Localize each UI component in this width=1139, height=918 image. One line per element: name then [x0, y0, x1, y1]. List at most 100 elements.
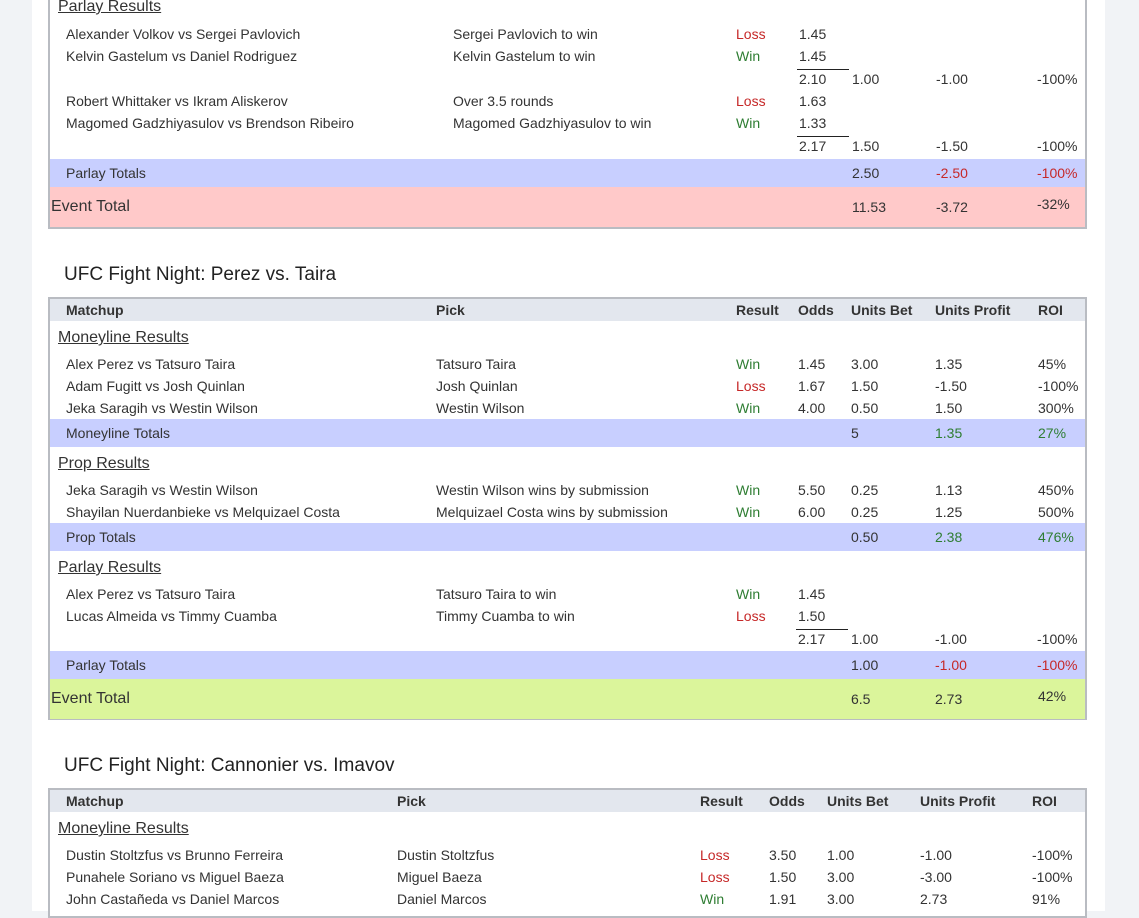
totals-roi: -100% [1037, 657, 1078, 673]
totals-bet: 0.50 [851, 529, 879, 545]
header-units-profit: Units Profit [920, 793, 996, 809]
odds-cell: 4.00 [798, 400, 826, 416]
result-cell: Loss [736, 93, 766, 109]
bet-cell: 3.00 [827, 869, 855, 885]
bet-cell: 1.50 [851, 378, 879, 394]
header-odds: Odds [769, 793, 805, 809]
roi-cell: 45% [1038, 356, 1067, 372]
table-row: Dustin Stoltzfus vs Brunno Ferreira Dust… [50, 844, 1085, 866]
totals-label: Parlay Totals [66, 165, 146, 181]
odds-cell: 1.45 [798, 356, 826, 372]
matchup-cell: Magomed Gadzhiyasulov vs Brendson Ribeir… [66, 115, 354, 131]
odds-cell: 5.50 [798, 482, 826, 498]
moneyline-results-title: Moneyline Results [58, 329, 189, 346]
totals-profit: -1.00 [935, 657, 967, 673]
combo-profit: -1.50 [936, 138, 968, 154]
odds-cell: 1.63 [799, 93, 827, 109]
combo-profit: -1.00 [936, 71, 968, 87]
matchup-cell: Jeka Saragih vs Westin Wilson [66, 400, 258, 416]
parlay-results-title: Parlay Results [58, 559, 162, 576]
table-row: Adam Fugitt vs Josh Quinlan Josh Quinlan… [50, 375, 1085, 397]
result-cell: Win [736, 482, 761, 498]
moneyline-totals-row: Moneyline Totals 5 1.35 27% [50, 419, 1085, 447]
combo-roi: -100% [1037, 138, 1078, 154]
table-row: Punahele Soriano vs Miguel Baeza Miguel … [50, 866, 1085, 888]
matchup-cell: Punahele Soriano vs Miguel Baeza [66, 869, 284, 885]
matchup-cell: Alexander Volkov vs Sergei Pavlovich [66, 26, 301, 42]
profit-cell: 1.13 [935, 482, 963, 498]
event-total-row: Event Total 11.53 -3.72 -32% [50, 187, 1085, 227]
totals-label: Moneyline Totals [66, 425, 171, 441]
pick-cell: Miguel Baeza [397, 869, 482, 885]
matchup-cell: Shayilan Nuerdanbieke vs Melquizael Cost… [66, 504, 340, 520]
matchup-cell: Jeka Saragih vs Westin Wilson [66, 482, 258, 498]
parlay-divider [797, 69, 849, 70]
header-units-bet: Units Bet [851, 302, 913, 318]
event-total-roi: -32% [1037, 196, 1070, 212]
profit-cell: 1.25 [935, 504, 963, 520]
header-units-bet: Units Bet [827, 793, 889, 809]
pick-cell: Melquizael Costa wins by submission [436, 504, 668, 520]
parlay-combo-row: 2.17 1.00 -1.00 -100% [50, 628, 1085, 650]
event-total-roi: 42% [1038, 688, 1067, 704]
bet-cell: 3.00 [827, 891, 855, 907]
event-table-cannonier-imavov: Matchup Pick Result Odds Units Bet Units… [48, 788, 1087, 918]
header-pick: Pick [436, 302, 465, 318]
pick-cell: Westin Wilson [436, 400, 525, 416]
roi-cell: -100% [1032, 869, 1073, 885]
table-row: John Castañeda vs Daniel Marcos Daniel M… [50, 888, 1085, 910]
parlay-totals-row: Parlay Totals 1.00 -1.00 -100% [50, 651, 1085, 679]
totals-bet: 2.50 [852, 165, 880, 181]
odds-cell: 1.67 [798, 378, 826, 394]
header-result: Result [736, 302, 779, 318]
table-row: Alexander Volkov vs Sergei Pavlovich Ser… [50, 23, 1085, 45]
roi-cell: -100% [1032, 847, 1073, 863]
parlay-combo-row: 2.17 1.50 -1.50 -100% [50, 135, 1085, 157]
result-cell: Win [736, 48, 761, 64]
odds-cell: 1.45 [798, 586, 826, 602]
result-cell: Loss [700, 869, 730, 885]
result-cell: Win [736, 400, 761, 416]
result-cell: Win [736, 115, 761, 131]
combo-roi: -100% [1037, 631, 1078, 647]
moneyline-results-title: Moneyline Results [58, 820, 189, 837]
pick-cell: Daniel Marcos [397, 891, 487, 907]
table-row: Alex Perez vs Tatsuro Taira Tatsuro Tair… [50, 583, 1085, 605]
event-total-bet: 11.53 [852, 199, 886, 215]
odds-cell: 1.45 [799, 48, 827, 64]
pick-cell: Westin Wilson wins by submission [436, 482, 649, 498]
matchup-cell: Dustin Stoltzfus vs Brunno Ferreira [66, 847, 284, 863]
profit-cell: 1.35 [935, 356, 963, 372]
parlay-results-title: Parlay Results [58, 0, 162, 15]
bet-cell: 0.25 [851, 504, 879, 520]
event-total-row: Event Total 6.5 2.73 42% [50, 679, 1085, 719]
header-matchup: Matchup [66, 793, 124, 809]
totals-bet: 5 [851, 425, 859, 441]
combo-bet: 1.00 [852, 71, 880, 87]
result-cell: Loss [736, 378, 766, 394]
profit-cell: -3.00 [920, 869, 952, 885]
event-table-volkov-pavlovich: Parlay Results Alexander Volkov vs Serge… [48, 0, 1087, 229]
result-cell: Loss [700, 847, 730, 863]
event-total-label: Event Total [51, 690, 130, 707]
totals-roi: -100% [1037, 165, 1078, 181]
table-row: Kelvin Gastelum vs Daniel Rodriguez Kelv… [50, 45, 1085, 67]
prop-results-title: Prop Results [58, 455, 150, 472]
matchup-cell: John Castañeda vs Daniel Marcos [66, 891, 280, 907]
event-total-bet: 6.5 [851, 691, 871, 707]
odds-cell: 6.00 [798, 504, 826, 520]
profit-cell: -1.50 [935, 378, 967, 394]
odds-cell: 3.50 [769, 847, 797, 863]
bet-cell: 1.00 [827, 847, 855, 863]
prop-totals-row: Prop Totals 0.50 2.38 476% [50, 523, 1085, 551]
event-title: UFC Fight Night: Perez vs. Taira [64, 264, 337, 285]
profit-cell: -1.00 [920, 847, 952, 863]
pick-cell: Timmy Cuamba to win [436, 608, 575, 624]
combo-odds: 2.10 [799, 71, 827, 87]
event-total-profit: 2.73 [935, 691, 963, 707]
table-row: Jeka Saragih vs Westin Wilson Westin Wil… [50, 397, 1085, 419]
matchup-cell: Lucas Almeida vs Timmy Cuamba [66, 608, 277, 624]
header-roi: ROI [1038, 302, 1063, 318]
table-row: Jeka Saragih vs Westin Wilson Westin Wil… [50, 479, 1085, 501]
table-row: Magomed Gadzhiyasulov vs Brendson Ribeir… [50, 112, 1085, 134]
